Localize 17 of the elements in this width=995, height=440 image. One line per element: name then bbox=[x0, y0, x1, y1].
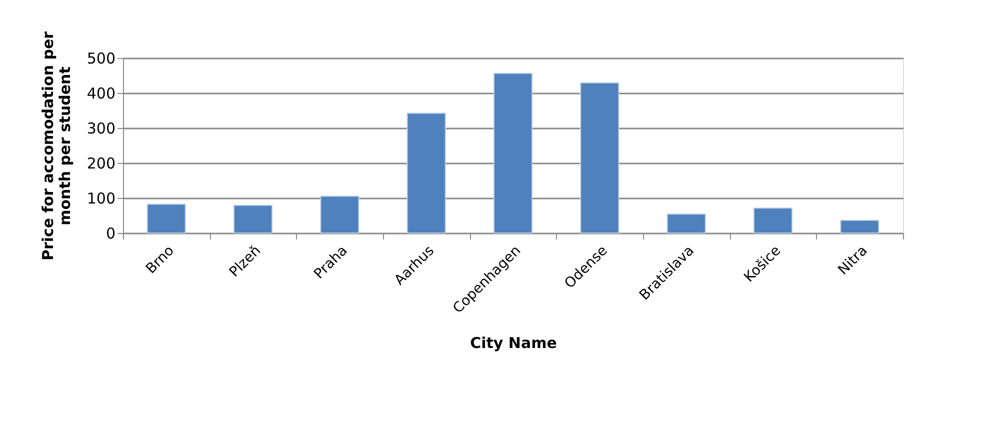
bar bbox=[494, 72, 532, 234]
bar bbox=[840, 220, 880, 234]
y-tick-label: 100 bbox=[86, 190, 116, 208]
y-axis-title: Price for accomodation per month per student bbox=[38, 30, 74, 261]
bar bbox=[666, 214, 706, 234]
y-tick-label: 500 bbox=[86, 50, 116, 68]
bar bbox=[234, 204, 272, 234]
bar bbox=[580, 82, 620, 234]
y-tick-label: 200 bbox=[86, 154, 116, 172]
bar bbox=[754, 208, 792, 234]
bar bbox=[406, 112, 446, 234]
y-tick-label: 300 bbox=[86, 120, 116, 138]
x-axis-title: City Name bbox=[470, 334, 557, 352]
y-tick-label: 400 bbox=[86, 84, 116, 102]
bar bbox=[146, 204, 186, 234]
bar bbox=[320, 196, 360, 234]
y-tick-label: 0 bbox=[106, 224, 116, 242]
